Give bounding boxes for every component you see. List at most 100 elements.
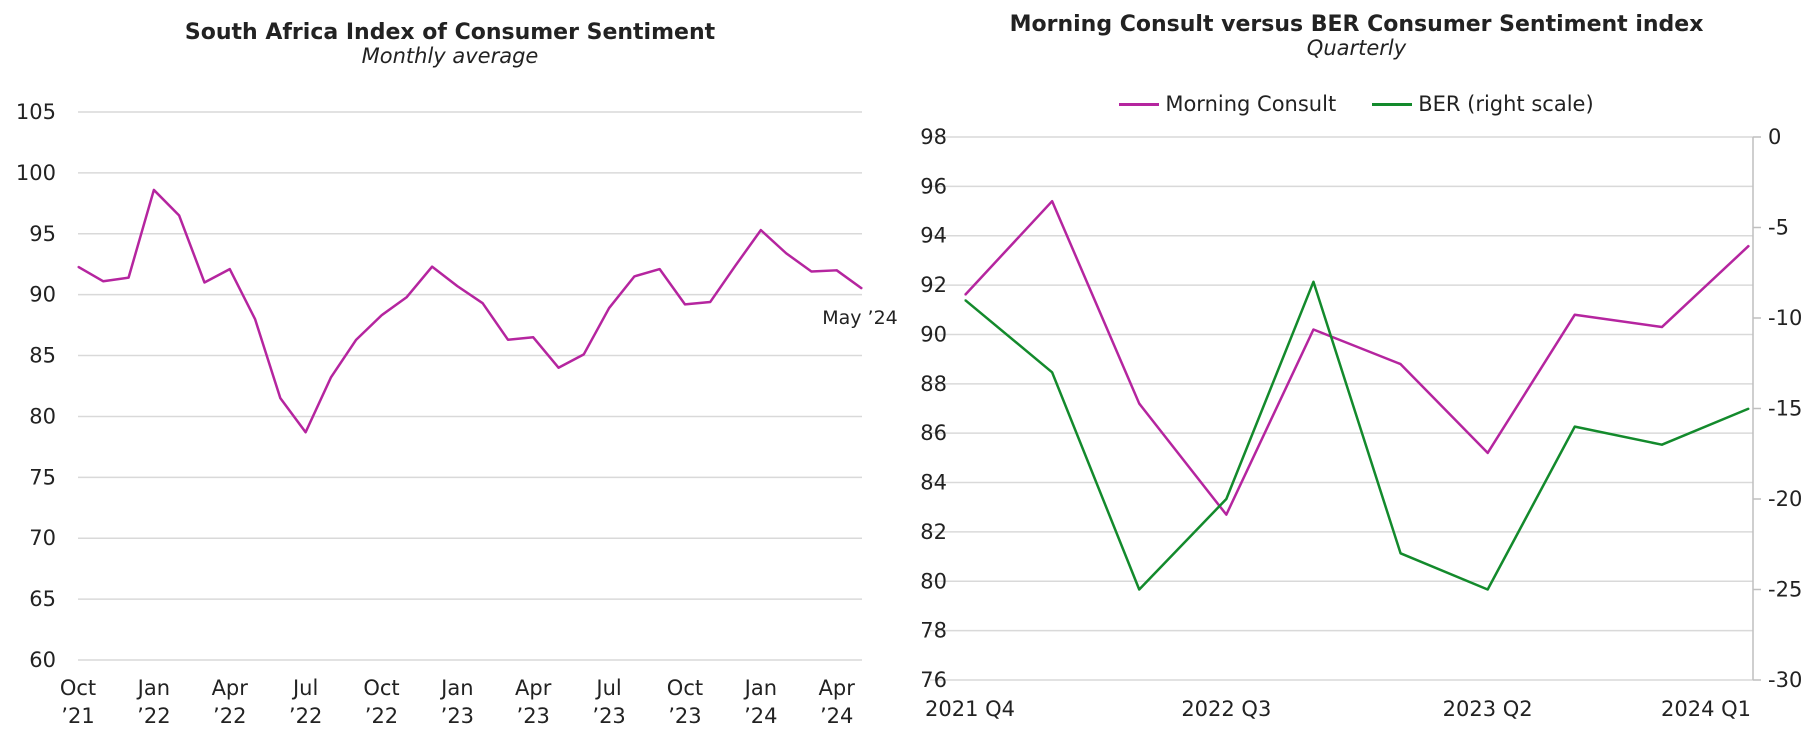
data-point: [254, 318, 256, 320]
data-point: [785, 252, 787, 254]
chart-morning-consult-vs-ber: Morning Consult versus BER Consumer Sent…: [900, 0, 1813, 744]
x-tick-label: Apr: [515, 676, 552, 700]
data-point: [1051, 200, 1053, 202]
x-tick-label: ’23: [517, 704, 550, 728]
y-tick-label: 78: [920, 619, 947, 643]
data-point: [659, 268, 661, 270]
x-tick-label: 2021 Q4: [925, 697, 1015, 721]
y2-tick-label: -25: [1768, 578, 1802, 602]
x-tick-label: Oct: [363, 676, 399, 700]
x-tick-label: 2022 Q3: [1181, 697, 1271, 721]
data-point: [77, 266, 79, 268]
x-tick-label: ’24: [820, 704, 853, 728]
y-tick-label: 84: [920, 471, 947, 495]
x-tick-label: Jul: [594, 676, 621, 700]
y2-tick-label: -20: [1768, 487, 1802, 511]
legend-label: Morning Consult: [1165, 92, 1337, 116]
y-tick-label: 90: [920, 322, 947, 346]
data-point: [482, 302, 484, 304]
x-tick-label: Oct: [60, 676, 96, 700]
data-point: [380, 314, 382, 316]
y-tick-label: 65: [29, 587, 56, 611]
data-point: [836, 269, 838, 271]
chart-title: South Africa Index of Consumer Sentiment: [184, 20, 716, 45]
data-point: [633, 275, 635, 277]
data-point: [406, 296, 408, 298]
data-point: [608, 307, 610, 309]
chart-plot-area: 60 65 70 75 80 85 90 95 100 105 Oct ’21 Jan ’22 Apr ’22…: [16, 100, 898, 728]
y2-tick-label: 0: [1768, 125, 1781, 149]
y-tick-label: 95: [29, 222, 56, 246]
data-point: [203, 281, 205, 283]
y-tick-label: 90: [29, 283, 56, 307]
chart-legend: Morning Consult BER (right scale): [900, 92, 1813, 116]
legend-item-ber: BER (right scale): [1372, 92, 1594, 116]
chart-subtitle: Quarterly: [1306, 36, 1407, 60]
y2-tick-label: -30: [1768, 668, 1802, 692]
series-line: [964, 280, 1750, 591]
y-tick-label: 92: [920, 273, 947, 297]
y-tick-label: 105: [16, 100, 56, 124]
y-tick-label: 94: [920, 224, 947, 248]
data-point: [964, 294, 966, 296]
data-point: [456, 285, 458, 287]
data-point: [102, 280, 104, 282]
data-point: [1748, 408, 1750, 409]
y-tick-label: 70: [29, 526, 56, 550]
x-tick-label: Jan: [439, 676, 473, 700]
chart-title: Morning Consult versus BER Consumer Sent…: [1009, 12, 1704, 37]
data-point: [861, 288, 863, 290]
x-tick-label: Jan: [743, 676, 777, 700]
x-tick-label: ’21: [61, 704, 94, 728]
legend-label: BER (right scale): [1418, 92, 1594, 116]
series-line: [964, 199, 1750, 516]
data-point: [1138, 589, 1140, 590]
data-point: [709, 301, 711, 303]
data-point: [583, 353, 585, 355]
y-tick-label: 100: [16, 161, 56, 185]
data-point: [1661, 326, 1663, 328]
data-point: [1312, 281, 1314, 283]
x-tick-label: Jan: [136, 676, 170, 700]
x-tick-label: Apr: [212, 676, 249, 700]
data-point: [1051, 371, 1053, 373]
chart-subtitle: Monthly average: [361, 44, 539, 68]
y2-tick-label: -5: [1768, 216, 1789, 240]
x-tick-label: ’22: [365, 704, 398, 728]
series-line: [77, 188, 863, 434]
x-tick-label: ’22: [289, 704, 322, 728]
data-point: [1138, 403, 1140, 405]
data-point: [1312, 329, 1314, 331]
data-point: [330, 376, 332, 378]
y-tick-label: 82: [920, 520, 947, 544]
x-tick-label: 2023 Q2: [1443, 697, 1533, 721]
data-point: [1225, 514, 1227, 516]
data-point: [558, 367, 560, 369]
data-point: [507, 339, 509, 341]
x-tick-label: ’22: [137, 704, 170, 728]
chart-plot-area: 76 78 80 82 84 86 88 90 92 94 96 98 -30 -25 -20 -15 -10 -…: [920, 125, 1802, 721]
y-tick-label: 88: [920, 372, 947, 396]
legend-item-morning-consult: Morning Consult: [1119, 92, 1336, 116]
data-point: [532, 336, 534, 338]
data-point: [1487, 589, 1489, 590]
data-point: [1748, 245, 1750, 247]
data-point: [760, 229, 762, 231]
x-tick-label: Apr: [819, 676, 856, 700]
data-point: [1487, 452, 1489, 454]
data-point: [305, 431, 307, 433]
y-tick-label: 76: [920, 668, 947, 692]
data-point: [153, 189, 155, 191]
legend-swatch: [1372, 102, 1413, 106]
data-point: [1400, 552, 1402, 554]
y-tick-label: 86: [920, 421, 947, 445]
y2-tick-label: -15: [1768, 397, 1802, 421]
x-tick-label: Jul: [291, 676, 318, 700]
data-point: [1400, 363, 1402, 365]
x-tick-label: ’23: [441, 704, 474, 728]
data-point: [279, 397, 281, 399]
data-point: [1661, 444, 1663, 446]
data-point: [684, 303, 686, 305]
y-tick-label: 96: [920, 174, 947, 198]
data-point: [964, 299, 966, 301]
